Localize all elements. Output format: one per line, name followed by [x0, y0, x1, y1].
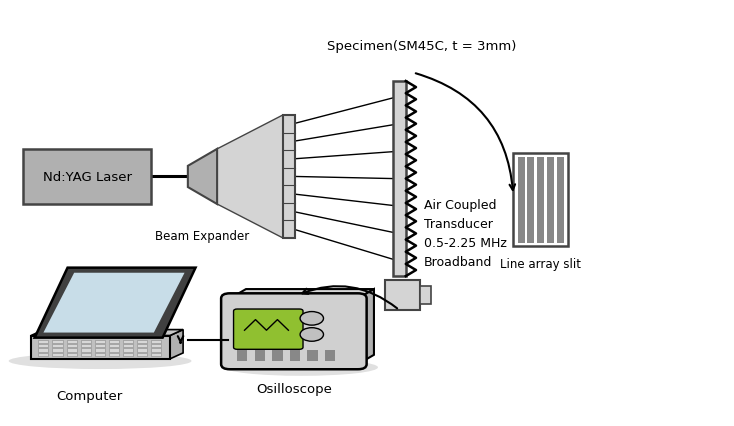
Bar [109, 353, 119, 357]
Bar [109, 344, 119, 348]
Text: Nd:YAG Laser: Nd:YAG Laser [43, 170, 132, 184]
Bar [385, 281, 421, 311]
Bar [325, 350, 335, 361]
Polygon shape [230, 289, 374, 299]
Polygon shape [170, 330, 183, 359]
FancyBboxPatch shape [233, 309, 303, 349]
Bar [67, 340, 77, 343]
Bar [151, 344, 161, 348]
Bar [23, 150, 151, 204]
Bar [67, 348, 77, 352]
Bar [52, 344, 62, 348]
Bar [123, 344, 134, 348]
Bar [283, 115, 294, 239]
Circle shape [300, 328, 324, 342]
Bar [393, 82, 406, 276]
Bar [38, 340, 48, 343]
Bar [31, 336, 170, 359]
Bar [137, 344, 148, 348]
Bar [513, 154, 568, 247]
Bar [123, 348, 134, 352]
Bar [95, 353, 105, 357]
Bar [81, 348, 91, 352]
Bar [151, 340, 161, 343]
Text: Osilloscope: Osilloscope [256, 382, 332, 395]
Bar [308, 350, 318, 361]
Bar [81, 344, 91, 348]
Bar [137, 348, 148, 352]
Bar [151, 348, 161, 352]
Text: Computer: Computer [56, 389, 123, 402]
Bar [237, 350, 247, 361]
Bar [38, 353, 48, 357]
Bar [109, 340, 119, 343]
FancyBboxPatch shape [221, 294, 367, 369]
Bar [95, 348, 105, 352]
Polygon shape [31, 330, 183, 336]
Bar [151, 353, 161, 357]
Bar [137, 340, 148, 343]
Text: Air Coupled
Transducer
0.5-2.25 MHz
Broadband: Air Coupled Transducer 0.5-2.25 MHz Broa… [424, 198, 507, 268]
Bar [290, 350, 300, 361]
Bar [528, 157, 534, 244]
Ellipse shape [9, 353, 192, 369]
Bar [67, 353, 77, 357]
Bar [38, 348, 48, 352]
Polygon shape [217, 115, 283, 239]
Bar [421, 287, 431, 305]
Bar [123, 340, 134, 343]
Circle shape [300, 312, 324, 325]
Bar [81, 340, 91, 343]
Polygon shape [358, 289, 374, 364]
Bar [109, 348, 119, 352]
Bar [52, 348, 62, 352]
Bar [137, 353, 148, 357]
Bar [517, 157, 525, 244]
Bar [52, 353, 62, 357]
Bar [95, 344, 105, 348]
Text: Specimen(SM45C, t = 3mm): Specimen(SM45C, t = 3mm) [327, 40, 517, 52]
Bar [537, 157, 544, 244]
Polygon shape [43, 273, 184, 333]
Bar [123, 353, 134, 357]
Bar [52, 340, 62, 343]
Bar [272, 350, 283, 361]
Ellipse shape [225, 359, 378, 376]
Bar [255, 350, 265, 361]
Bar [81, 353, 91, 357]
Polygon shape [34, 268, 195, 338]
Bar [67, 344, 77, 348]
Bar [547, 157, 554, 244]
Bar [95, 340, 105, 343]
Bar [556, 157, 564, 244]
Text: Beam Expander: Beam Expander [156, 230, 250, 243]
Text: Line array slit: Line array slit [500, 257, 581, 271]
Polygon shape [188, 150, 217, 204]
Bar [38, 344, 48, 348]
